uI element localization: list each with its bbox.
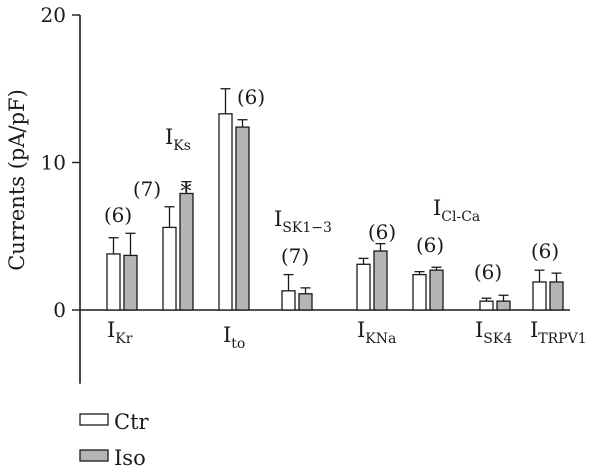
- legend-swatch-ctr: [79, 413, 109, 426]
- y-tick-label: 0: [53, 298, 66, 322]
- bar-ctr: [281, 290, 296, 311]
- category-label: ISK4: [475, 318, 512, 347]
- y-tick-label: 10: [41, 151, 66, 175]
- legend: Ctr Iso: [79, 410, 150, 470]
- n-label: (6): [416, 233, 444, 257]
- legend-label-ctr: Ctr: [114, 410, 150, 434]
- category-label: ITRPV1: [530, 318, 587, 347]
- bar-ctr: [479, 300, 494, 311]
- bar-iso: [123, 254, 138, 311]
- bar-ctr: [412, 273, 427, 311]
- n-label: (6): [531, 239, 559, 263]
- bar-ctr: [532, 281, 547, 311]
- n-label: (6): [237, 85, 265, 109]
- category-label: IKr: [107, 318, 133, 347]
- bar-iso: [298, 293, 313, 311]
- category-label: IKNa: [357, 318, 396, 347]
- bar-iso: [179, 192, 194, 311]
- n-label: (6): [104, 203, 132, 227]
- category-label: Ito: [223, 323, 245, 352]
- bar-iso: [235, 126, 250, 311]
- bar-iso: [496, 300, 511, 311]
- legend-swatch-iso: [79, 449, 109, 462]
- bar-iso: [549, 281, 564, 311]
- bar-ctr: [106, 253, 121, 311]
- legend-label-iso: Iso: [114, 446, 146, 470]
- n-label: (6): [474, 260, 502, 284]
- y-axis-label: Currents (pA/pF): [5, 89, 29, 271]
- category-label: ICl-Ca: [433, 196, 480, 225]
- n-label: (6): [368, 220, 396, 244]
- category-label: ISK1−3: [274, 207, 332, 236]
- bar-iso: [373, 250, 388, 311]
- y-tick-label: 20: [41, 3, 66, 27]
- category-label: IKs: [165, 125, 191, 154]
- bar-ctr: [356, 263, 371, 311]
- bar-iso: [429, 269, 444, 311]
- bar-ctr: [218, 113, 233, 311]
- n-label: (7): [133, 177, 161, 201]
- significance-star: *: [181, 180, 192, 205]
- n-label: (7): [281, 244, 309, 268]
- bar-ctr: [162, 226, 177, 311]
